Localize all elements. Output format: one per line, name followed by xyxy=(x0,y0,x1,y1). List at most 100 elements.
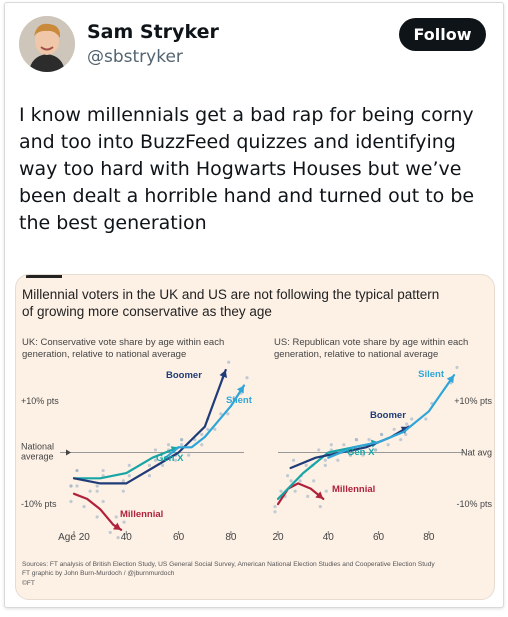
us-scatter-point xyxy=(404,432,408,437)
uk-scatter-point xyxy=(127,463,131,467)
ft-chart-graphic: Millennial voters in the UK and US are n… xyxy=(21,275,492,587)
uk-scatter-point xyxy=(121,489,125,493)
uk-scatter-point xyxy=(213,427,217,431)
uk-scatter-point xyxy=(101,499,105,504)
us-scatter-point xyxy=(312,479,316,483)
us-chart: +10% pts Nat avg -10% pts 20 40 60 80 Millennia… xyxy=(272,365,492,543)
us-scatter-point xyxy=(455,365,459,370)
us-scatter-point xyxy=(323,458,327,462)
uk-series-label-gen-x: Gen X xyxy=(156,453,184,464)
uk-xtick-label: 40 xyxy=(121,532,133,543)
us-series-silent-line xyxy=(327,374,456,459)
uk-series-gen-x-line xyxy=(72,446,180,480)
uk-scatter-point xyxy=(122,520,126,524)
avatar[interactable] xyxy=(19,16,75,72)
us-scatter-point xyxy=(291,458,296,462)
us-series-label-silent: Silent xyxy=(418,369,445,380)
uk-scatter-point xyxy=(108,530,112,535)
uk-scatter-point xyxy=(95,484,99,488)
uk-series-label-millennial: Millennial xyxy=(120,509,163,520)
us-scatter-point xyxy=(405,422,409,426)
uk-scatter-point xyxy=(153,458,158,462)
us-series-millennial-arrow xyxy=(315,491,324,499)
us-subtitle-line1: US: Republican vote share by age within … xyxy=(274,337,468,348)
uk-scatter-point xyxy=(226,412,230,416)
us-scatter-point xyxy=(379,432,384,437)
us-scatter-point xyxy=(304,463,308,467)
chart-title-line2: of growing more conservative as they age xyxy=(22,304,272,319)
uk-scatter-point xyxy=(200,432,204,437)
author-handle[interactable]: @sbstryker xyxy=(87,47,183,67)
us-scatter-point xyxy=(285,474,290,478)
ft-brand-text: ©FT xyxy=(22,579,35,587)
us-scatter-point xyxy=(279,489,283,493)
us-scatter-point xyxy=(399,438,403,442)
uk-scatter-point xyxy=(95,489,99,493)
tweet-media-image[interactable]: Millennial voters in the UK and US are n… xyxy=(15,274,495,600)
us-scatter-point xyxy=(273,510,277,514)
us-scatter-point xyxy=(317,448,321,452)
us-series-silent-arrow xyxy=(446,375,454,384)
us-scatter-point xyxy=(323,463,327,467)
uk-series-boomer-line xyxy=(72,368,227,485)
uk-scatter-point xyxy=(245,376,249,380)
uk-scatter-point xyxy=(180,443,184,447)
uk-series-boomer-arrow xyxy=(219,370,228,378)
uk-scatter-point xyxy=(153,448,158,452)
us-ytick-label: Nat avg xyxy=(461,448,492,458)
uk-series-label-boomer: Boomer xyxy=(166,370,202,381)
us-series-millennial-line xyxy=(276,482,325,506)
uk-scatter-point xyxy=(121,479,125,483)
uk-scatter-point xyxy=(206,427,210,431)
uk-xtick-label: 80 xyxy=(225,532,237,543)
uk-subtitle-line1: UK: Conservative vote share by age withi… xyxy=(22,337,224,348)
uk-series-millennial-arrow xyxy=(113,522,122,530)
us-xtick-label: 20 xyxy=(272,532,284,543)
us-scatter-point xyxy=(361,453,365,457)
ft-top-bar xyxy=(26,275,62,278)
follow-button[interactable]: Follow xyxy=(399,18,486,51)
uk-ytick-label: -10% pts xyxy=(21,499,57,509)
uk-scatter-point xyxy=(187,453,191,457)
sources-text: Sources: FT analysis of British Election… xyxy=(22,561,435,568)
uk-xtick-label: 60 xyxy=(173,532,185,543)
uk-average-marker xyxy=(66,449,71,456)
us-scatter-point xyxy=(348,453,353,457)
uk-scatter-point xyxy=(88,489,92,493)
uk-scatter-point xyxy=(180,438,184,442)
us-ytick-label: +10% pts xyxy=(454,396,492,406)
uk-scatter-point xyxy=(147,474,152,478)
chart-title-line1: Millennial voters in the UK and US are n… xyxy=(22,287,439,302)
uk-series-silent-arrow xyxy=(236,385,244,394)
us-scatter-point xyxy=(424,417,428,421)
us-scatter-point xyxy=(336,458,340,462)
uk-scatter-point xyxy=(147,463,152,467)
uk-ytick-label: average xyxy=(21,452,54,462)
uk-scatter-point xyxy=(219,412,223,416)
tweet-text: I know millennials get a bad rap for bei… xyxy=(19,104,475,234)
us-subtitle-line2: generation, relative to national average xyxy=(274,349,438,360)
uk-ytick-label: +10% pts xyxy=(21,396,59,406)
author-name[interactable]: Sam Stryker xyxy=(87,21,219,43)
uk-scatter-point xyxy=(166,443,171,447)
us-scatter-point xyxy=(306,494,310,498)
us-scatter-point xyxy=(289,479,293,483)
uk-scatter-point xyxy=(227,360,231,364)
us-scatter-point xyxy=(342,443,346,447)
us-scatter-point xyxy=(329,443,333,447)
us-scatter-point xyxy=(373,448,378,452)
us-xtick-label: 60 xyxy=(373,532,385,543)
uk-series-millennial-line xyxy=(72,492,123,531)
uk-scatter-point xyxy=(75,468,79,473)
us-scatter-point xyxy=(293,489,297,493)
uk-xtick-label: Age 20 xyxy=(58,532,90,543)
us-scatter-point xyxy=(298,479,302,483)
uk-scatter-point xyxy=(69,484,73,488)
us-ytick-label: -10% pts xyxy=(456,499,492,509)
uk-ytick-label: National xyxy=(21,442,54,452)
us-scatter-point xyxy=(392,427,396,431)
tweet-card: Sam Stryker @sbstryker Follow I know mil… xyxy=(4,2,504,608)
us-series-label-millennial: Millennial xyxy=(332,484,375,495)
us-scatter-point xyxy=(410,417,414,421)
